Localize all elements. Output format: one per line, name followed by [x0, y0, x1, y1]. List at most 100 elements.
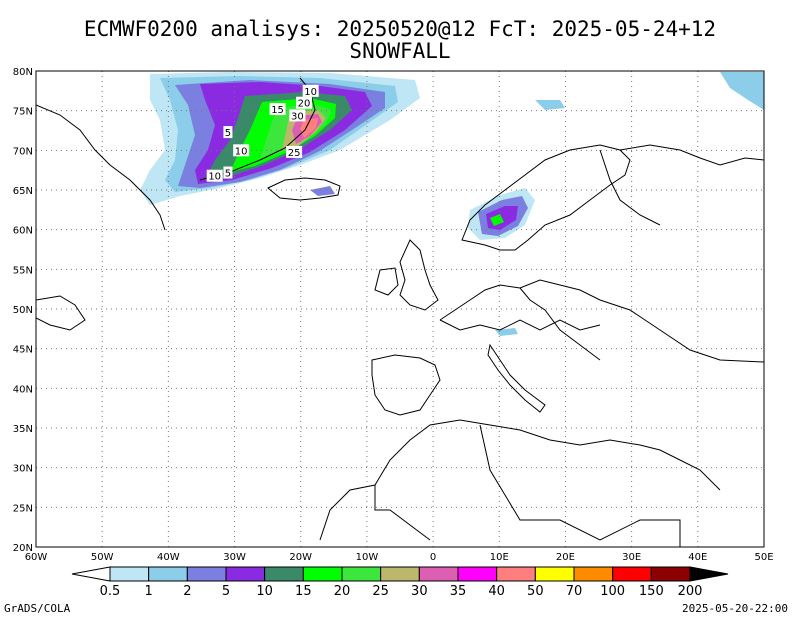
lon-label: 20W	[289, 552, 312, 563]
colorbar-label: 1	[145, 584, 153, 599]
finland-russia-border	[599, 149, 661, 226]
contour-label-bg	[296, 96, 313, 109]
contour-label: 15	[271, 105, 284, 116]
colorbar-swatch	[534, 566, 575, 582]
lon-label: 20E	[556, 552, 575, 563]
colorbar-label: 50	[527, 584, 544, 599]
lat-label: 75N	[13, 107, 33, 118]
borders-africa	[374, 424, 681, 547]
graticule	[36, 71, 764, 547]
contour-label: 5	[225, 128, 231, 139]
colorbar-swatch	[341, 566, 382, 582]
contour-label: 20	[298, 99, 311, 110]
lat-label: 25N	[13, 503, 33, 514]
contour-label-bg	[233, 144, 250, 157]
colorbar-label: 70	[566, 584, 583, 599]
lon-label: 50W	[91, 552, 114, 563]
lon-label: 0	[430, 552, 436, 563]
colorbar-swatch	[148, 566, 188, 582]
latitude-labels: 80N 75N 70N 65N 60N 55N 50N 45N 40N 35N 30N 25N 20N	[13, 67, 33, 554]
lat-label: 40N	[13, 384, 33, 395]
colorbar-label: 5	[222, 584, 230, 599]
colorbar-label: 2	[183, 584, 191, 599]
lat-label: 60N	[13, 226, 33, 237]
contour-label-bg	[223, 126, 233, 139]
map-subtitle: SNOWFALL	[349, 39, 451, 63]
lat-label: 80N	[13, 67, 33, 78]
scandinavia-coast	[461, 144, 631, 251]
map-title: ECMWF0200 analisys: 20250520@12 FcT: 202…	[83, 17, 717, 41]
contour-label-bg	[269, 103, 286, 116]
colorbar-swatch	[457, 566, 498, 582]
europe-coast	[439, 279, 764, 363]
colorbar-label: 100	[600, 584, 625, 599]
colorbar-swatch	[186, 566, 227, 582]
lat-label: 45N	[13, 345, 33, 356]
colorbar-label: 15	[295, 584, 312, 599]
colorbar-swatch	[418, 566, 459, 582]
lat-label: 55N	[13, 265, 33, 276]
lon-label: 10W	[356, 552, 379, 563]
colorbar-swatch	[302, 566, 343, 582]
colorbar-label: 200	[678, 584, 703, 599]
contour-label: 5	[225, 169, 231, 180]
lon-label: 40E	[688, 552, 707, 563]
ireland-coast	[374, 267, 399, 296]
colorbar-label: 0.5	[100, 584, 121, 599]
contour-label-bg	[289, 109, 306, 122]
kola-coast	[619, 144, 764, 166]
lat-label: 30N	[13, 464, 33, 475]
snow-band-arctic	[720, 72, 764, 110]
contour-label: 10	[304, 87, 317, 98]
colorbar-swatch	[612, 566, 652, 582]
colorbar: 0.5 1 2 5 10 15 20 25 30 35 40 50 70 100 150 200	[71, 566, 729, 599]
colorbar-label: 20	[334, 584, 351, 599]
lat-label: 50N	[13, 305, 33, 316]
lon-label: 10E	[490, 552, 509, 563]
contour-label-bg	[286, 145, 303, 158]
coastlines	[36, 77, 764, 547]
footer-credit: GrADS/COLA	[4, 602, 71, 615]
snow-band-norway-15	[490, 214, 504, 226]
lon-label: 30W	[223, 552, 246, 563]
contour-label: 10	[208, 172, 221, 183]
borders-europe	[439, 287, 601, 361]
colorbar-swatch	[496, 566, 536, 582]
colorbar-label: 10	[256, 584, 273, 599]
footer-timestamp: 2025-05-20-22:00	[682, 602, 788, 615]
colorbar-under-arrow	[71, 566, 111, 582]
colorbar-swatch	[573, 566, 614, 582]
iceland-coast	[267, 177, 341, 201]
colorbar-label: 40	[488, 584, 505, 599]
contour-label-bg	[302, 84, 319, 97]
colorbar-over-arrow	[689, 566, 729, 582]
lon-label: 50E	[754, 552, 773, 563]
lat-label: 35N	[13, 424, 33, 435]
newfoundland-coast	[36, 295, 86, 331]
colorbar-label: 30	[411, 584, 428, 599]
lon-label: 30E	[622, 552, 641, 563]
colorbar-label: 25	[372, 584, 389, 599]
snow-band-svalbard	[535, 100, 565, 110]
africa-coast	[319, 419, 721, 541]
contour-label: 10	[235, 146, 248, 157]
contour-label-bg	[223, 166, 233, 179]
colorbar-label: 150	[639, 584, 664, 599]
longitude-labels: 60W 50W 40W 30W 20W 10W 0 10E 20E 30E 40E 50E	[25, 552, 774, 563]
colorbar-swatch	[264, 566, 304, 582]
snow-band-40	[300, 118, 318, 138]
iberia-coast	[371, 354, 441, 416]
italy-coast	[487, 343, 546, 413]
contour-label: 25	[288, 148, 301, 159]
contour-label: 30	[291, 111, 304, 122]
lat-label: 65N	[13, 186, 33, 197]
lat-label: 70N	[13, 146, 33, 157]
lon-label: 40W	[157, 552, 180, 563]
colorbar-swatch	[225, 566, 266, 582]
plot-frame	[35, 70, 765, 548]
colorbar-swatch	[380, 566, 420, 582]
colorbar-label: 35	[450, 584, 467, 599]
contour-label-bg	[206, 169, 223, 182]
